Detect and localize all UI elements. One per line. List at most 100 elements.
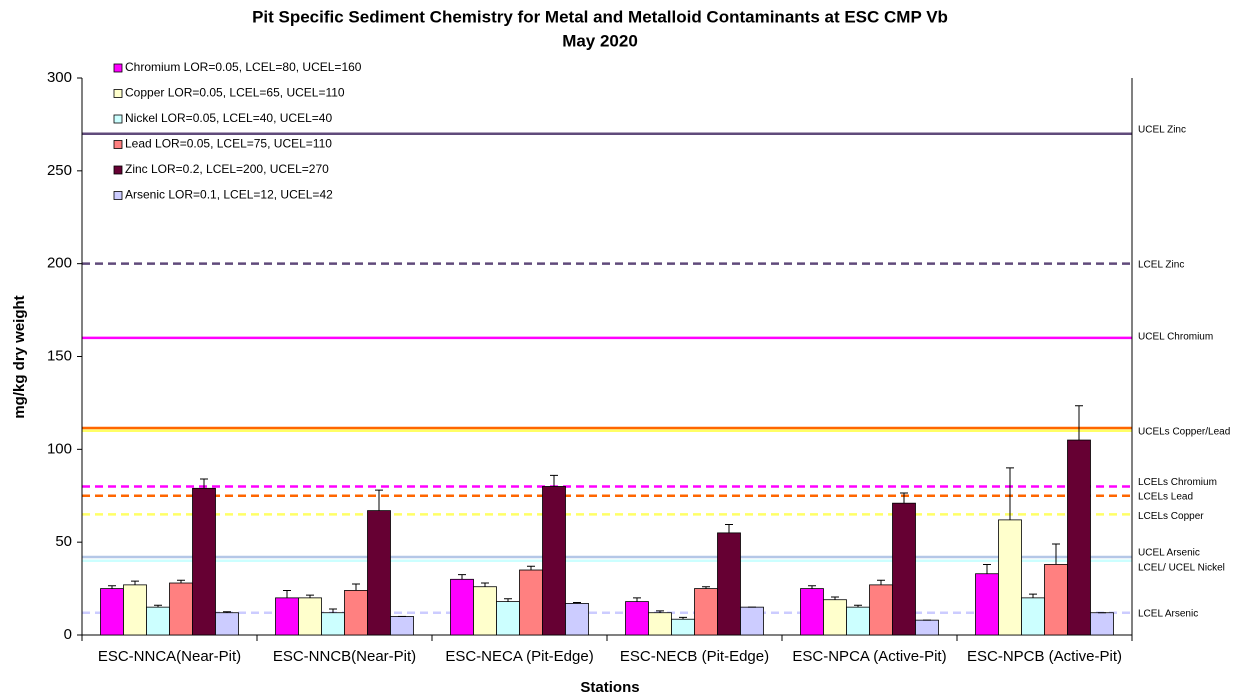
error-bar xyxy=(1052,543,1060,565)
bar xyxy=(892,502,916,636)
bar xyxy=(146,606,170,636)
bar xyxy=(519,569,543,636)
error-bar xyxy=(854,604,862,608)
bar xyxy=(565,603,589,636)
legend-swatch xyxy=(113,63,123,73)
x-tick-label: ESC-NNCA(Near-Pit) xyxy=(97,648,242,665)
bar xyxy=(390,616,414,636)
y-tick-label: 0 xyxy=(64,626,72,643)
error-bar xyxy=(633,597,641,602)
legend-label: Zinc LOR=0.2, LCEL=200, UCEL=270 xyxy=(125,162,329,176)
error-bar xyxy=(504,598,512,602)
y-tick-label: 50 xyxy=(55,533,72,550)
y-tick-label: 300 xyxy=(47,69,72,86)
x-tick-label: ESC-NECA (Pit-Edge) xyxy=(445,648,594,665)
bar xyxy=(823,599,847,636)
y-tick-label: 200 xyxy=(47,255,72,272)
bar xyxy=(1067,439,1091,636)
error-bar xyxy=(1029,593,1037,598)
chart-subtitle: May 2020 xyxy=(562,31,638,50)
error-bar xyxy=(831,596,839,600)
bar xyxy=(800,588,824,636)
bar xyxy=(975,573,999,636)
x-tick-label: ESC-NPCB (Active-Pit) xyxy=(966,648,1123,665)
error-bar xyxy=(527,565,535,571)
legend-label: Nickel LOR=0.05, LCEL=40, UCEL=40 xyxy=(125,111,332,125)
bar xyxy=(998,519,1022,636)
bar xyxy=(275,597,299,636)
bar xyxy=(1090,612,1114,636)
error-bar xyxy=(679,616,687,620)
error-bar xyxy=(458,574,466,580)
bar xyxy=(740,606,764,636)
bar xyxy=(298,597,322,636)
bar xyxy=(344,590,368,636)
error-bar xyxy=(725,524,733,533)
x-tick-label: ESC-NPCA (Active-Pit) xyxy=(792,648,947,665)
reference-label: LCELs Chromium xyxy=(1138,477,1217,488)
x-tick-label: ESC-NECB (Pit-Edge) xyxy=(619,648,770,665)
bar xyxy=(321,612,345,636)
chart-title: Pit Specific Sediment Chemistry for Meta… xyxy=(252,7,948,26)
bar xyxy=(123,584,147,636)
legend-swatch xyxy=(113,191,123,200)
error-bar xyxy=(481,582,489,587)
bar xyxy=(1021,597,1045,636)
y-tick-label: 250 xyxy=(47,162,72,179)
reference-label: UCEL Zinc xyxy=(1138,124,1186,135)
bar xyxy=(367,510,391,636)
legend-swatch xyxy=(113,165,123,175)
error-bar xyxy=(1075,405,1083,441)
bar xyxy=(846,606,870,636)
bar xyxy=(542,486,566,636)
y-tick-label: 150 xyxy=(47,347,72,364)
reference-label: LCEL Zinc xyxy=(1138,259,1184,270)
error-bar xyxy=(550,474,558,487)
reference-label: UCELs Copper/Lead xyxy=(1138,427,1230,438)
legend-label: Lead LOR=0.05, LCEL=75, UCEL=110 xyxy=(125,137,332,151)
x-tick-label: ESC-NNCB(Near-Pit) xyxy=(272,648,417,665)
error-bar xyxy=(808,585,816,589)
error-bar xyxy=(573,602,581,604)
reference-label: LCEL/ UCEL Nickel xyxy=(1138,562,1225,573)
legend-swatch xyxy=(113,140,123,149)
x-axis-label: Stations xyxy=(580,679,639,696)
reference-label: UCEL Chromium xyxy=(1138,332,1213,343)
error-bar xyxy=(283,589,291,598)
bar xyxy=(717,532,741,636)
bar xyxy=(496,601,520,636)
error-bar xyxy=(154,604,162,608)
bar xyxy=(215,612,239,636)
bar xyxy=(625,601,649,636)
reference-label: LCEL Arsenic xyxy=(1138,608,1198,619)
legend-swatch xyxy=(113,89,123,98)
error-bar xyxy=(223,611,231,613)
error-bar xyxy=(306,594,314,598)
reference-label: LCELs Copper xyxy=(1138,511,1204,522)
bar xyxy=(915,619,939,636)
error-bar xyxy=(131,580,139,585)
error-bar xyxy=(1006,467,1014,520)
bar xyxy=(694,588,718,636)
reference-label: LCELs Lead xyxy=(1138,491,1193,502)
bar xyxy=(671,618,695,636)
legend-label: Arsenic LOR=0.1, LCEL=12, UCEL=42 xyxy=(125,188,333,202)
error-bar xyxy=(877,579,885,585)
legend-label: Chromium LOR=0.05, LCEL=80, UCEL=160 xyxy=(125,60,362,74)
reference-label: UCEL Arsenic xyxy=(1138,548,1200,559)
legend-swatch xyxy=(113,114,123,124)
error-bar xyxy=(375,489,383,511)
bar xyxy=(192,487,216,636)
y-tick-label: 100 xyxy=(47,440,72,457)
bar xyxy=(100,588,124,636)
error-bar xyxy=(177,579,185,584)
error-bar xyxy=(656,610,664,613)
error-bar xyxy=(108,585,116,589)
bar xyxy=(869,584,893,636)
bar xyxy=(473,586,497,636)
error-bar xyxy=(983,563,991,574)
error-bar xyxy=(200,478,208,489)
error-bar xyxy=(329,608,337,613)
